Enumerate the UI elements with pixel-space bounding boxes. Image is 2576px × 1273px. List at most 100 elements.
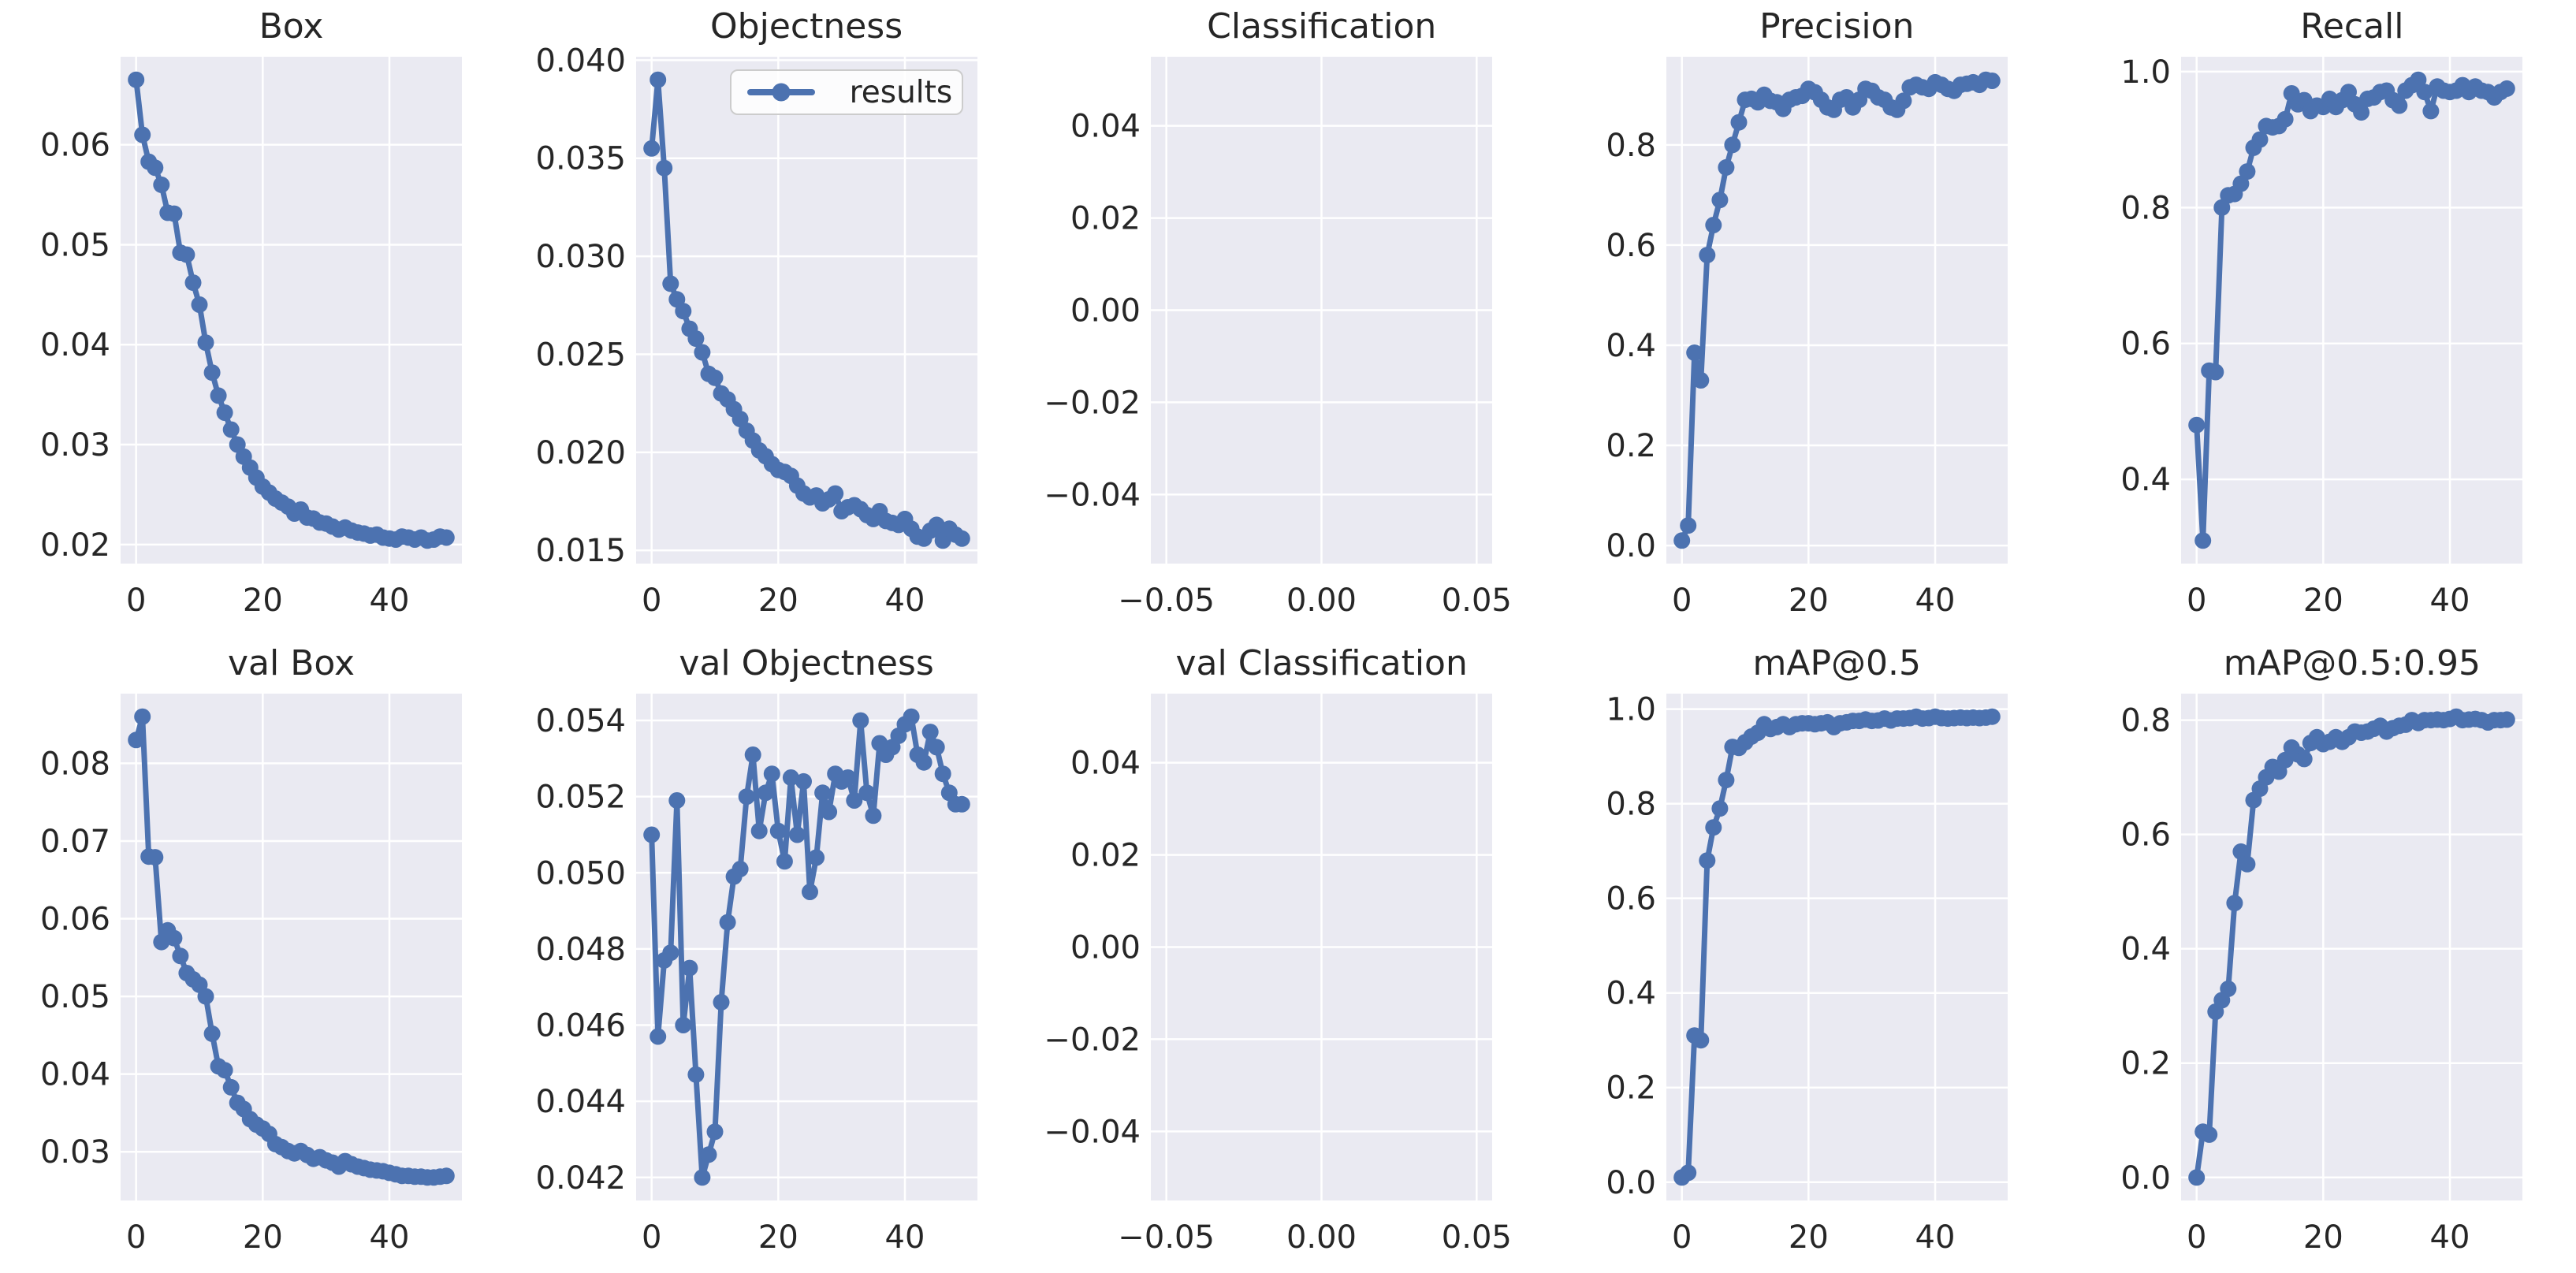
subplot-map50: mAP@0.5 0 20 40 0.0 0.2 0.4 0.6 0.8 1.0 (1546, 637, 2061, 1273)
data-point-marker (782, 769, 799, 786)
data-point-marker (953, 795, 970, 813)
axes-background (1666, 57, 2008, 564)
subplot-val-objectness: val Objectness 0 20 40 0.042 0.044 0.046 0.048… (516, 637, 1031, 1273)
subplot-map50-95: mAP@0.5:0.95 0 20 40 0.0 0.2 0.4 0.6 0.8 (2060, 637, 2576, 1273)
legend-label: results (849, 74, 953, 110)
data-point-marker (1699, 851, 1716, 869)
y-tick-label: 0.054 (535, 703, 625, 739)
data-point-marker (820, 803, 837, 820)
data-point-marker (763, 765, 780, 782)
data-point-marker (2422, 102, 2440, 120)
data-point-marker (649, 1028, 666, 1044)
data-point-marker (2410, 71, 2427, 88)
y-tick-label: 0.015 (535, 533, 625, 569)
data-point-marker (2276, 751, 2294, 769)
x-tick-label: 20 (758, 1219, 798, 1255)
x-tick-label: 40 (2430, 583, 2470, 619)
y-tick-label: 0.046 (535, 1007, 625, 1044)
data-point-marker (437, 1167, 455, 1184)
data-point-marker (222, 1078, 240, 1096)
data-point-marker (738, 787, 755, 805)
data-point-marker (166, 929, 183, 947)
data-point-marker (178, 246, 195, 263)
data-point-marker (2340, 84, 2358, 101)
y-tick-label: 0.030 (535, 239, 625, 275)
precision-chart: 0 20 40 0.0 0.2 0.4 0.6 0.8 (1606, 57, 2008, 619)
x-tick-label: 0.05 (1442, 1219, 1512, 1255)
data-point-marker (801, 883, 818, 900)
x-tick-label: 20 (2303, 583, 2343, 619)
data-point-marker (1711, 192, 1729, 209)
data-point-marker (915, 754, 932, 771)
subplot-title-val-objectness: val Objectness (679, 642, 934, 683)
y-tick-label: 0.052 (535, 779, 625, 815)
x-tick-label: 40 (2430, 1219, 2470, 1255)
val-classification-loss-chart: −0.05 0.00 0.05 −0.04 −0.02 0.00 0.02 0.04 (1044, 693, 1512, 1256)
y-tick-label: 0.035 (535, 141, 625, 177)
data-point-marker (2239, 163, 2256, 181)
data-point-marker (1895, 92, 1912, 110)
data-point-marker (661, 944, 679, 961)
y-tick-label: 0.020 (535, 435, 625, 471)
y-tick-label: 0.8 (1606, 128, 1656, 164)
data-point-marker (437, 529, 455, 546)
data-point-marker (222, 421, 240, 438)
data-point-marker (687, 330, 704, 348)
data-point-marker (2207, 363, 2224, 381)
y-tick-label: 0.0 (2121, 1159, 2172, 1196)
y-tick-label: 0.6 (2121, 817, 2172, 853)
y-tick-label: 0.4 (1606, 975, 1656, 1011)
y-tick-label: 0.0 (1606, 528, 1656, 564)
x-tick-label: 20 (1789, 1219, 1829, 1255)
y-tick-label: 0.05 (40, 227, 110, 263)
objectness-loss-chart: 0 20 40 0.015 0.020 0.025 0.030 0.035 0.040 (535, 43, 977, 619)
subplot-title-map50-95: mAP@0.5:0.95 (2223, 642, 2481, 683)
x-tick-label: 0 (1672, 583, 1692, 619)
data-point-marker (2201, 1126, 2218, 1143)
y-tick-label: 0.6 (1606, 228, 1656, 264)
subplot-box: Box 0 20 40 0.02 0.03 0.04 0.05 0.06 (0, 0, 516, 637)
subplot-title-map50: mAP@0.5 (1752, 642, 1922, 683)
axes-background (2181, 693, 2523, 1200)
x-tick-label: 0.05 (1442, 583, 1512, 619)
subplot-title-val-classification: val Classification (1175, 642, 1468, 683)
data-point-marker (2239, 855, 2256, 873)
y-tick-label: 0.03 (40, 427, 110, 463)
subplot-title-val-box: val Box (227, 642, 355, 683)
data-point-marker (731, 860, 749, 877)
data-point-marker (2213, 199, 2231, 216)
data-point-marker (184, 274, 202, 292)
subplot-classification: Classification −0.05 0.00 0.05 −0.04 −0.02 0.… (1030, 0, 1546, 637)
data-point-marker (1718, 771, 1735, 788)
x-tick-label: 0.00 (1286, 583, 1357, 619)
x-tick-label: 0 (642, 1219, 661, 1255)
data-point-marker (674, 303, 691, 320)
x-tick-label: 0 (1672, 1219, 1692, 1255)
y-tick-label: −0.02 (1044, 1022, 1141, 1058)
subplot-objectness: Objectness 0 20 40 0.015 0.020 0.025 0.030 0.03… (516, 0, 1031, 637)
data-point-marker (788, 826, 806, 843)
y-tick-label: 0.025 (535, 337, 625, 373)
data-point-marker (2232, 843, 2250, 860)
data-point-marker (1705, 217, 1722, 233)
subplot-val-classification: val Classification −0.05 0.00 0.05 −0.04 −0.… (1030, 637, 1546, 1273)
data-point-marker (1983, 708, 2001, 725)
data-point-marker (1730, 114, 1748, 131)
classification-loss-chart: −0.05 0.00 0.05 −0.04 −0.02 0.00 0.02 0.04 (1044, 57, 1512, 619)
y-tick-label: 0.2 (2121, 1045, 2172, 1081)
y-tick-label: 0.050 (535, 855, 625, 891)
box-loss-chart: 0 20 40 0.02 0.03 0.04 0.05 0.06 (40, 57, 462, 619)
val-objectness-loss-chart: 0 20 40 0.042 0.044 0.046 0.048 0.050 0.052 0.054 (535, 693, 977, 1256)
x-tick-label: 0 (2187, 583, 2206, 619)
data-point-marker (719, 914, 736, 931)
data-point-marker (172, 947, 189, 964)
y-tick-label: 0.04 (40, 327, 110, 363)
data-point-marker (203, 1025, 221, 1042)
data-point-marker (757, 784, 774, 801)
data-point-marker (2276, 110, 2294, 128)
y-tick-label: 0.03 (40, 1134, 110, 1171)
data-point-marker (2499, 80, 2516, 97)
data-point-marker (953, 530, 970, 547)
subplot-val-box: val Box 0 20 40 0.03 0.04 0.05 0.06 0.07 0.08 (0, 637, 516, 1273)
